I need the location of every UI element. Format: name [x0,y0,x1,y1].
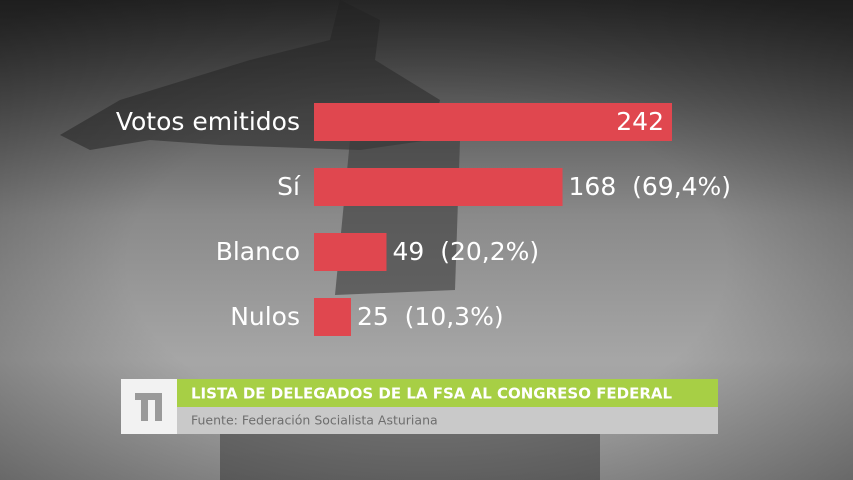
source: Fuente: Federación Socialista Asturiana [191,413,438,428]
bar [314,103,672,141]
category-label: Blanco [216,237,300,266]
chart-title: LISTA DE DELEGADOS DE LA FSA AL CONGRESO… [191,385,673,403]
value-label: 242 [616,107,664,136]
plot: Votos emitidos 242 Sí 168 (69,4%) Blanco 49 (… [116,103,731,336]
bar [314,298,351,336]
value-label: 25 (10,3%) [357,302,504,331]
source-bar [177,407,718,434]
title-bar [177,379,718,407]
logo [135,393,162,421]
value-label: 49 (20,2%) [392,237,539,266]
bar [314,233,387,271]
bar [314,168,563,206]
value-label: 168 (69,4%) [569,172,732,201]
category-label: Nulos [230,302,300,331]
logo-box [121,379,177,434]
category-label: Votos emitidos [116,107,300,136]
category-label: Sí [277,172,301,201]
